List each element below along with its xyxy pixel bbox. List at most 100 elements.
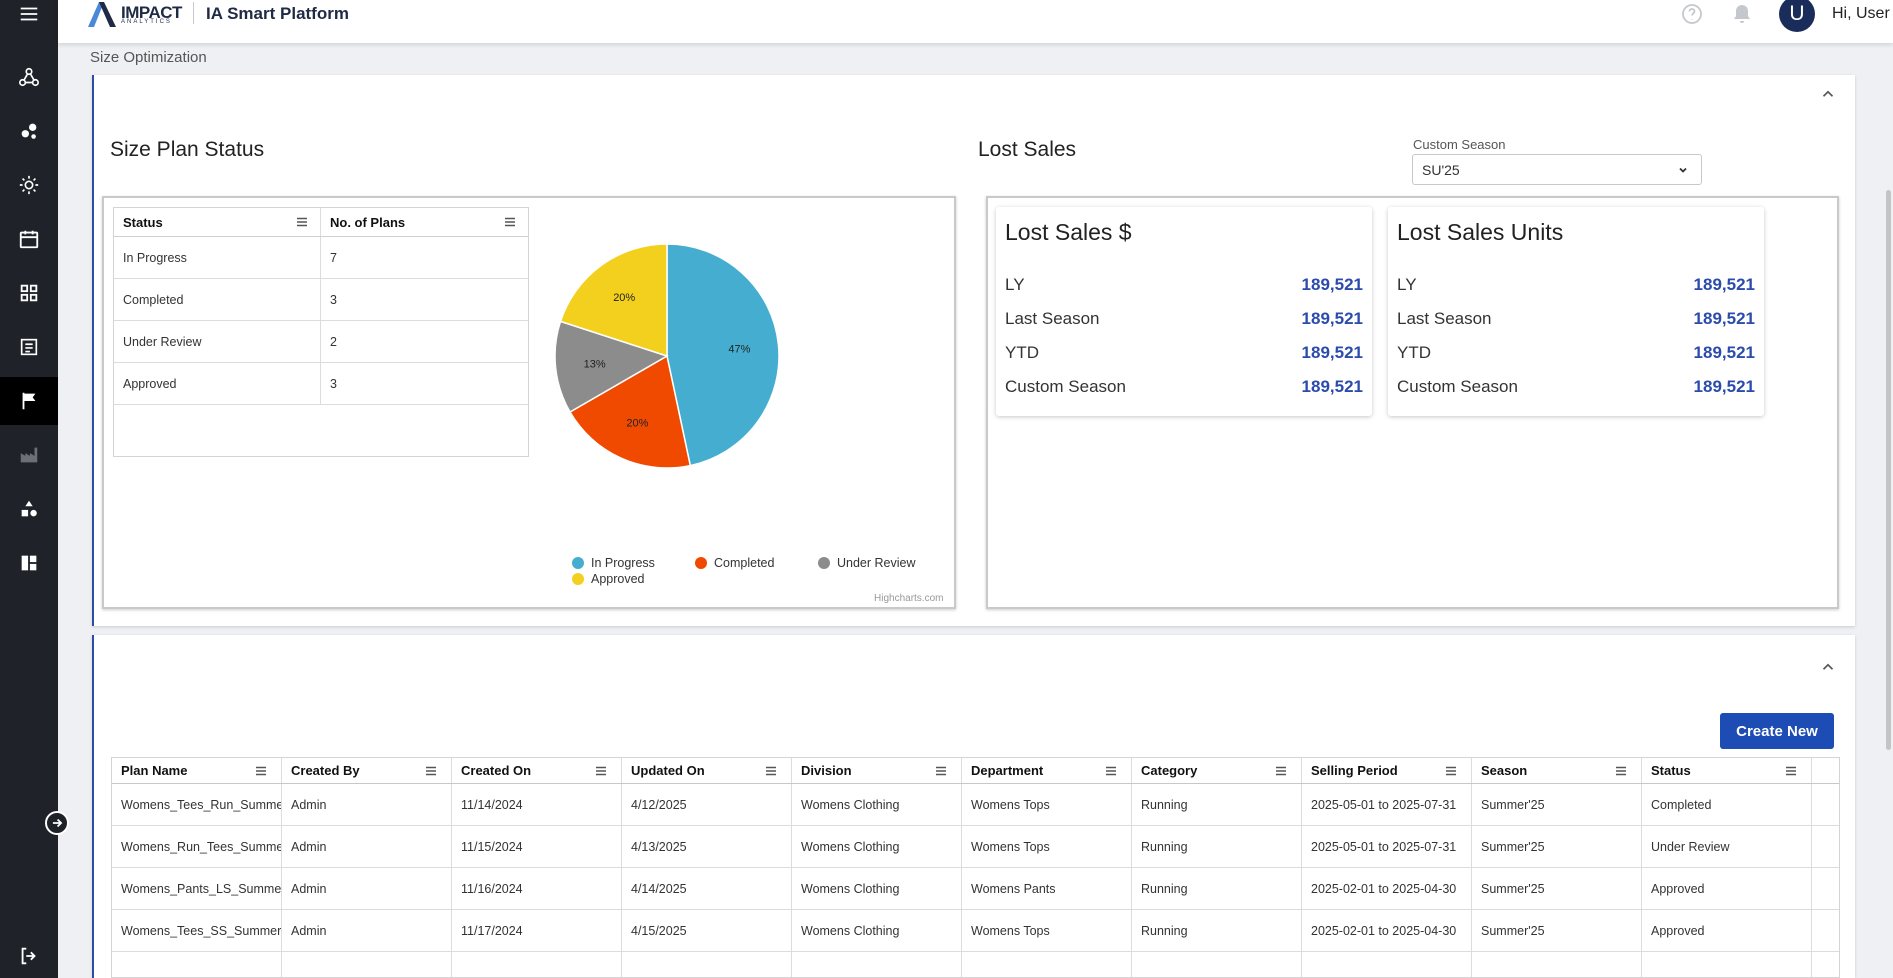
column-header-label: Created On — [461, 763, 532, 778]
column-header[interactable]: Updated On — [622, 758, 792, 783]
legend-item[interactable]: Completed — [695, 556, 774, 570]
legend-label: Under Review — [837, 556, 916, 570]
impact-analytics-logo[interactable]: IMPACT ANALYTICS — [86, 0, 182, 28]
season-select[interactable]: SU'25 — [1412, 154, 1702, 185]
column-menu-icon[interactable] — [296, 216, 308, 228]
table-row[interactable]: Womens_Tees_Run_Summer25Admin11/14/20244… — [112, 784, 1839, 826]
menu-icon[interactable] — [0, 0, 58, 38]
column-menu-icon[interactable] — [255, 765, 267, 777]
table-cell: 2025-05-01 to 2025-07-31 — [1302, 784, 1472, 825]
column-header-plans[interactable]: No. of Plans — [321, 208, 528, 236]
column-header-label: Department — [971, 763, 1044, 778]
plans-cell: 7 — [330, 250, 337, 265]
pie-slice-in-progress[interactable] — [666, 243, 780, 467]
legend-item[interactable]: Under Review — [818, 556, 916, 570]
expand-sidebar-icon[interactable] — [45, 811, 69, 835]
table-cell: 4/15/2025 — [622, 910, 792, 951]
dashboard-icon[interactable] — [0, 539, 58, 587]
table-cell: 2025-02-01 to 2025-04-30 — [1302, 910, 1472, 951]
column-menu-icon[interactable] — [504, 216, 516, 228]
legend-item[interactable]: In Progress — [572, 556, 655, 570]
table-cell: 2025-02-01 to 2025-04-30 — [1302, 868, 1472, 909]
factory-icon[interactable] — [0, 431, 58, 479]
bell-icon[interactable] — [1730, 2, 1754, 26]
column-header[interactable]: Plan Name — [112, 758, 282, 783]
column-header[interactable]: Status — [1642, 758, 1812, 783]
grid-icon[interactable] — [0, 269, 58, 317]
legend-marker — [572, 557, 584, 569]
table-cell: 2025-05-01 to 2025-07-31 — [1302, 826, 1472, 867]
table-cell: Womens Tops — [962, 910, 1132, 951]
column-menu-icon[interactable] — [1445, 765, 1457, 777]
metric-label: Last Season — [1397, 309, 1492, 328]
bulb-icon[interactable] — [0, 161, 58, 209]
column-header[interactable]: Division — [792, 758, 962, 783]
highcharts-credits[interactable]: Highcharts.com — [874, 593, 944, 604]
legend-item[interactable]: Approved — [572, 572, 645, 586]
table-row[interactable]: Womens_Run_Tees_Summer25Admin11/15/20244… — [112, 826, 1839, 868]
metric-row: Custom Season 189,521 — [1005, 375, 1363, 399]
list-icon[interactable] — [0, 323, 58, 371]
column-menu-icon[interactable] — [1785, 765, 1797, 777]
table-cell — [962, 952, 1132, 977]
metric-value: 189,521 — [1693, 309, 1755, 328]
column-header-label: Division — [801, 763, 852, 778]
table-row[interactable]: Under Review 2 — [114, 321, 528, 363]
table-row[interactable]: In Progress 7 — [114, 237, 528, 279]
logo-main-text: IMPACT — [121, 2, 182, 22]
column-menu-icon[interactable] — [765, 765, 777, 777]
pie-data-label: 20% — [613, 292, 635, 304]
column-header[interactable]: Category — [1132, 758, 1302, 783]
shapes-icon[interactable] — [0, 485, 58, 533]
flag-icon[interactable] — [0, 377, 58, 425]
table-row[interactable]: Approved 3 — [114, 363, 528, 405]
calendar-icon[interactable] — [0, 215, 58, 263]
network-icon[interactable] — [0, 53, 58, 101]
table-row[interactable]: Womens_Tees_SS_Summer25 Admin 11/17/2024 4/… — [112, 910, 1839, 952]
help-icon[interactable] — [1680, 2, 1704, 26]
chevron-down-icon — [1679, 167, 1687, 173]
column-menu-icon[interactable] — [595, 765, 607, 777]
metric-row: LY 189,521 — [1005, 273, 1363, 297]
status-grid-header: Status No. of Plans — [114, 208, 528, 237]
pie-slice-completed[interactable] — [568, 354, 692, 469]
table-row[interactable] — [112, 952, 1839, 977]
table-cell: Completed — [1642, 784, 1812, 825]
user-greeting[interactable]: Hi, User — [1832, 5, 1890, 22]
table-row[interactable]: Completed 3 — [114, 279, 528, 321]
column-header[interactable]: Created On — [452, 758, 622, 783]
table-row[interactable]: Womens_Pants_LS_Summer25 Admin 11/16/2024 4… — [112, 868, 1839, 910]
avatar[interactable]: U — [1779, 0, 1815, 32]
table-cell — [1132, 952, 1302, 977]
table-cell: Admin — [282, 784, 452, 825]
table-cell: 11/17/2024 — [452, 910, 622, 951]
column-header-label: Updated On — [631, 763, 705, 778]
bubbles-icon[interactable] — [0, 107, 58, 155]
column-menu-icon[interactable] — [935, 765, 947, 777]
column-header-label: Plan Name — [121, 763, 188, 778]
logout-icon[interactable] — [0, 932, 58, 978]
column-header-label: Status — [1651, 763, 1691, 778]
pie-slice-under-review[interactable] — [554, 320, 669, 414]
pie-slice-approved[interactable] — [559, 243, 668, 358]
legend-marker — [572, 573, 584, 585]
column-header[interactable]: Department — [962, 758, 1132, 783]
column-menu-icon[interactable] — [1105, 765, 1117, 777]
column-header-status[interactable]: Status — [114, 208, 321, 236]
metric-value: 189,521 — [1301, 309, 1363, 328]
column-header[interactable]: Selling Period — [1302, 758, 1472, 783]
column-menu-icon[interactable] — [1615, 765, 1627, 777]
chevron-up-icon[interactable] — [1819, 658, 1837, 676]
chevron-up-icon[interactable] — [1819, 85, 1837, 103]
create-new-button[interactable]: Create New — [1720, 713, 1834, 749]
table-cell: 11/16/2024 — [452, 868, 622, 909]
column-menu-icon[interactable] — [1275, 765, 1287, 777]
column-header[interactable]: Season — [1472, 758, 1642, 783]
plans-table-body: Womens_Tees_Run_Summer25Admin11/14/20244… — [112, 784, 1839, 977]
metric-label: YTD — [1005, 343, 1039, 362]
table-cell: Summer'25 — [1472, 784, 1642, 825]
column-menu-icon[interactable] — [425, 765, 437, 777]
column-header[interactable]: Created By — [282, 758, 452, 783]
page-scrollbar[interactable] — [1886, 190, 1891, 750]
plans-cell: 2 — [330, 334, 337, 349]
